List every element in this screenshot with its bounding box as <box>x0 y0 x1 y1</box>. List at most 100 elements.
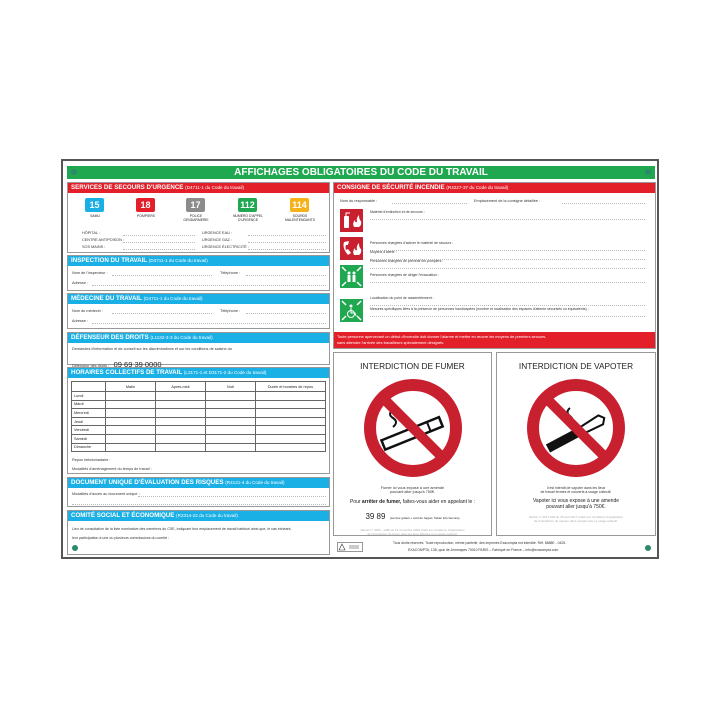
fill-line <box>370 263 645 269</box>
fire-alarm-phone-icon <box>340 237 363 260</box>
weekly-rest-label: Repos hebdomadaire : <box>72 458 111 462</box>
emergency-field-label: SOS MAINS : <box>82 245 106 249</box>
inspector-name-label: Nom de l'inspecteur : <box>72 271 108 275</box>
day-label: Vendredi <box>71 425 106 435</box>
sign-text: pouvant aller jusqu'à 750€. <box>546 504 606 510</box>
tabac-info-phone: 39 89 <box>365 512 386 521</box>
time-arrangement-label: Modalités d'aménagement du temps de trav… <box>72 467 152 471</box>
no-smoking-sign: INTERDICTION DE FUMER Fumer ici vous exp… <box>333 352 492 536</box>
table-cell <box>204 425 256 435</box>
sign-text: Fumer ici vous expose à une amende <box>380 486 445 490</box>
table-cell <box>154 433 206 444</box>
fill-line <box>248 244 326 250</box>
publisher-address: EXACOMPTA, 138, quai de Jemmapes 75010 P… <box>408 548 559 552</box>
legal-text: Décret n° 2017-633 du 25 avril 2017 rela… <box>529 515 623 519</box>
table-cell <box>204 391 256 401</box>
section-title: HORAIRES COLLECTIFS DE TRAVAIL <box>71 369 183 376</box>
defenseur-label: Défenseur des droits : <box>72 364 110 368</box>
section-inspection: INSPECTION DU TRAVAIL (D4711-1 du Code d… <box>67 255 330 291</box>
table-cell <box>105 425 156 435</box>
fill-line <box>246 270 326 276</box>
day-label: Samedi <box>71 433 106 444</box>
fill-line <box>112 308 212 314</box>
fire-field-label: Mesures spécifiques liées à la présence … <box>370 307 589 311</box>
fill-line <box>370 254 645 260</box>
incendie-warning: Toute personne apercevant un début d'inc… <box>334 332 655 348</box>
phone-label: Téléphone : <box>220 271 241 275</box>
table-cell <box>105 433 156 444</box>
sign-text: de travail fermés et couverts à usage co… <box>540 490 612 494</box>
column-header: Nuit <box>204 381 256 392</box>
section-title: DÉFENSEUR DES DROITS <box>71 334 149 341</box>
duer-access-label: Modalités d'accès au document unique : <box>72 492 140 496</box>
fill-line <box>112 270 212 276</box>
emergency-field-label: URGENCE EAU : <box>202 231 232 235</box>
fill-line <box>392 198 467 204</box>
table-cell <box>154 425 206 435</box>
section-title: INSPECTION DU TRAVAIL <box>71 257 148 264</box>
fill-line <box>123 230 195 236</box>
warning-text: Toute personne apercevant un début d'inc… <box>337 334 547 339</box>
fire-extinguisher-icon <box>340 209 363 232</box>
sign-text: pouvant aller jusqu'à 750€. <box>389 490 436 494</box>
fire-field-label: Localisation du point de rassemblement : <box>370 296 434 300</box>
day-label: Mercredi <box>71 408 106 418</box>
cse-text: Lieu de consultation de la liste nominat… <box>72 527 292 531</box>
emergency-field-label: HÔPITAL : <box>82 231 100 235</box>
emergency-field-label: URGENCE ÉLECTRICITÉ : <box>202 245 249 249</box>
table-cell <box>154 416 206 427</box>
section-medecine: MÉDECINE DU TRAVAIL (D4711-1 du Code du … <box>67 293 330 329</box>
table-row: Dimanche <box>71 442 327 453</box>
section-ref: (D4711-1 du Code du travail) <box>148 258 208 263</box>
assembly-point-icon <box>340 265 363 288</box>
section-ref: (R2314-22 du Code du travail) <box>176 513 238 518</box>
emergency-field-label: URGENCE GAZ : <box>202 238 232 242</box>
copyright-text: Tous droits réservés. Toute reproduction… <box>393 541 567 545</box>
emergency-number-label: SOURDS MALENTENDANTS <box>285 214 315 222</box>
table-cell <box>154 391 206 401</box>
legal-text: Décret n° 2006 - 1386 du 15 novembre 200… <box>360 528 465 532</box>
section-title: MÉDECINE DU TRAVAIL <box>71 295 142 302</box>
fill-line <box>248 237 326 243</box>
column-header: Durée et horaires de repos <box>254 381 327 392</box>
fill-line <box>92 280 326 286</box>
table-row: Mardi <box>71 399 327 410</box>
defenseur-text: Demandes d'information et de conseil sur… <box>72 347 232 351</box>
table-cell <box>254 391 327 401</box>
emergency-number-label: NUMÉRO D'APPEL D'URGENCE <box>232 214 264 222</box>
day-label: Lundi <box>71 391 106 401</box>
sign-text: Vapoter ici vous expose à une amende <box>532 498 620 504</box>
section-title: CONSIGNE DE SÉCURITÉ INCENDIE <box>337 184 445 191</box>
doctor-name-label: Nom du médecin : <box>72 309 103 313</box>
mounting-hole <box>645 169 651 175</box>
section-ref: (L1132-3-3 du Code du travail) <box>150 335 213 340</box>
cse-text: leur participation à une ou plusieurs co… <box>72 536 170 540</box>
section-horaires: HORAIRES COLLECTIFS DE TRAVAIL (L3171-1 … <box>67 367 330 474</box>
emergency-number: 18 <box>136 198 155 212</box>
table-row: Mercredi <box>71 408 327 418</box>
address-label: Adresse : <box>72 319 89 323</box>
section-ref: (R4121-4 du Code du travail) <box>225 480 285 485</box>
section-ref: (R4227-37 du Code du travail) <box>446 185 509 190</box>
fill-line <box>248 230 326 236</box>
section-incendie: CONSIGNE DE SÉCURITÉ INCENDIE (R4227-37 … <box>333 182 656 349</box>
fire-field-label: Matériel d'extinction et de secours : <box>370 210 425 214</box>
column-header: Matin <box>105 381 156 392</box>
mounting-hole <box>72 545 78 551</box>
fill-line <box>123 244 195 250</box>
table-cell <box>105 416 156 427</box>
fill-line <box>370 300 645 306</box>
defenseur-phone: 09 69 39 0000 <box>113 360 162 369</box>
emergency-number: 15 <box>85 198 104 212</box>
table-cell <box>254 425 327 435</box>
table-cell <box>105 391 156 401</box>
emergency-number-label: POMPIERS <box>137 214 155 218</box>
table-cell <box>105 399 156 410</box>
emergency-field-label: CENTRE ANTIPOISON : <box>82 238 124 242</box>
table-cell <box>105 442 156 453</box>
no-smoking-icon <box>363 379 462 477</box>
section-ref: (D4711-1 du Code du travail) <box>185 185 245 190</box>
table-row: Lundi <box>71 391 327 401</box>
warning-text: sans attendre l'arrivée des travailleurs… <box>337 339 445 345</box>
legal-text: de l'interdiction de vapoter dans certai… <box>534 519 618 523</box>
